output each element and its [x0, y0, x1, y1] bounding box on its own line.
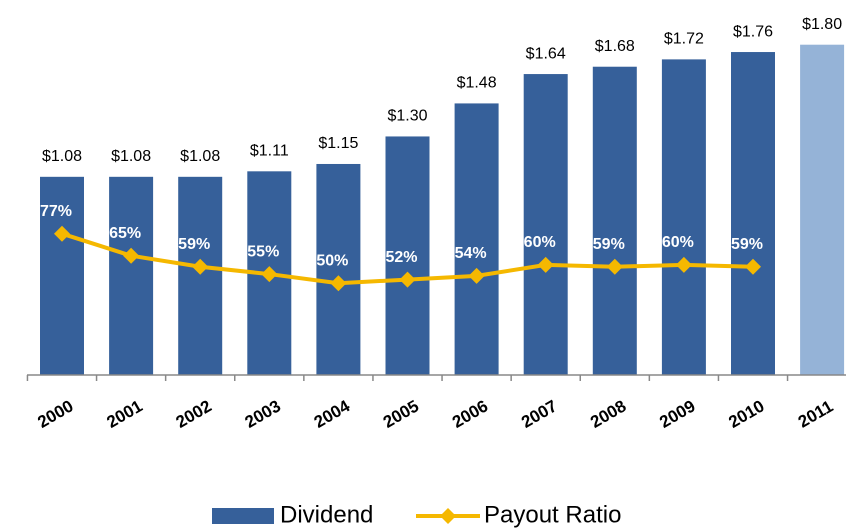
line-value-label: 55%	[247, 243, 279, 260]
x-tick-label: 2005	[380, 396, 422, 431]
line-marker	[468, 267, 485, 284]
x-tick-label: 2010	[725, 396, 767, 431]
x-tick-label: 2008	[587, 396, 629, 431]
bar	[40, 176, 84, 375]
bar-value-label: $1.64	[526, 45, 566, 62]
bar-value-label: $1.08	[111, 148, 151, 165]
line-value-label: 59%	[731, 236, 763, 253]
bar-value-label: $1.11	[250, 143, 289, 160]
line-marker	[675, 256, 692, 273]
line-value-label: 60%	[524, 234, 556, 251]
line-marker	[399, 271, 416, 288]
bar-value-label: $1.15	[318, 135, 358, 152]
bar	[178, 176, 223, 375]
line-marker	[123, 247, 140, 264]
bar-value-label: $1.08	[42, 148, 82, 165]
bar	[454, 103, 499, 376]
legend-swatch	[440, 508, 456, 524]
bar	[661, 59, 706, 375]
bar	[523, 74, 568, 375]
bar-value-label: $1.80	[802, 16, 842, 33]
line-value-label: 59%	[178, 236, 210, 253]
line-marker	[54, 225, 70, 242]
line-value-label: 50%	[316, 252, 348, 269]
legend-label: Dividend	[280, 501, 373, 528]
legend-label: Payout Ratio	[484, 501, 621, 528]
line-marker	[192, 258, 209, 275]
line-value-label: 59%	[593, 236, 625, 253]
line-marker	[537, 256, 554, 273]
legend-swatch	[212, 508, 274, 524]
line-marker	[606, 258, 623, 275]
bar-value-label: $1.72	[664, 31, 704, 48]
x-tick-label: 2011	[795, 397, 836, 432]
x-tick-label: 2004	[311, 396, 354, 432]
line-value-label: 54%	[455, 245, 487, 262]
bar-value-label: $1.08	[180, 148, 220, 165]
x-tick-label: 2003	[242, 396, 284, 431]
x-tick-label: 2000	[34, 396, 76, 431]
line-marker	[330, 275, 347, 292]
x-tick-label: 2002	[173, 396, 215, 431]
bar-value-label: $1.30	[387, 108, 427, 125]
line-value-label: 60%	[662, 234, 694, 251]
x-tick-label: 2001	[103, 396, 145, 431]
bar-value-label: $1.68	[595, 38, 635, 55]
bar	[800, 44, 845, 375]
bar	[109, 176, 154, 375]
bar-value-label: $1.76	[733, 23, 773, 40]
line-marker	[745, 258, 761, 275]
line-value-label: 77%	[40, 203, 72, 220]
x-tick-label: 2009	[656, 396, 698, 431]
line-marker	[261, 266, 278, 283]
bar	[316, 163, 361, 375]
bar	[385, 136, 430, 375]
x-tick-label: 2007	[518, 396, 560, 431]
bar	[731, 52, 775, 375]
bar	[592, 66, 637, 375]
x-tick-label: 2006	[449, 396, 491, 431]
bar-value-label: $1.48	[457, 75, 497, 92]
line-value-label: 65%	[109, 225, 141, 242]
line-value-label: 52%	[385, 249, 417, 266]
